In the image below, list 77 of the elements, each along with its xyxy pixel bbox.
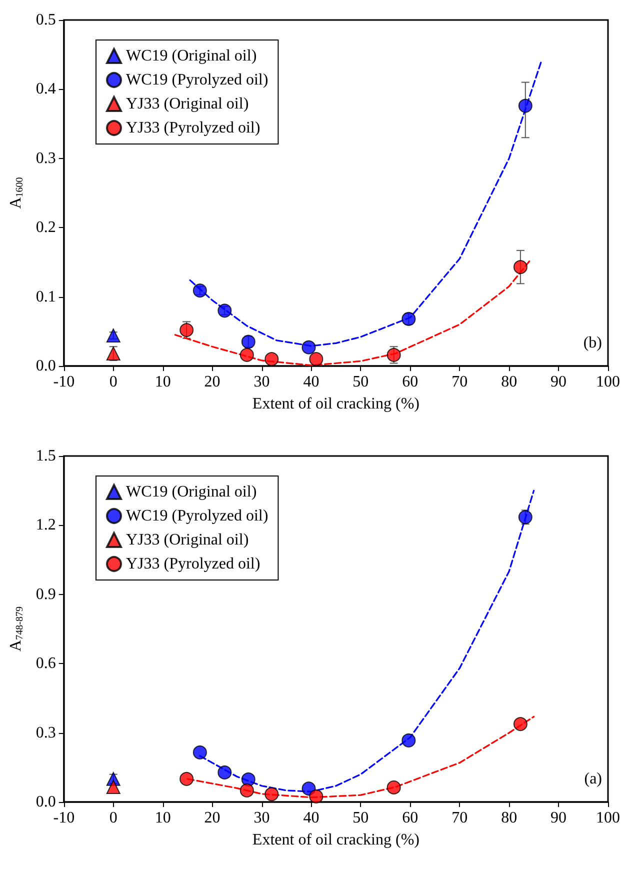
point: [309, 789, 324, 804]
legend-label: YJ33 (Pyrolyzed oil): [126, 556, 260, 572]
x-tick-label: 40: [303, 810, 320, 826]
y-tick-label: 0.0: [36, 358, 56, 374]
line-series: [174, 258, 532, 366]
x-tick-label: 30: [254, 810, 270, 826]
point: [264, 787, 279, 802]
x-tick-label: 0: [109, 374, 118, 390]
point: [106, 328, 120, 343]
x-tick-label: 90: [550, 810, 567, 826]
x-tick-label: 60: [402, 810, 418, 826]
y-tick-label: 0.6: [36, 655, 56, 672]
x-tick-label: 70: [452, 374, 468, 390]
point: [192, 284, 207, 298]
y-tick-label: 0.2: [36, 219, 56, 236]
x-tick-label: 10: [154, 810, 171, 826]
x-tick-label: 40: [303, 374, 320, 390]
y-tick-label: 0.5: [36, 12, 56, 28]
y-tick-label: 0.4: [36, 80, 56, 98]
x-tick-label: 20: [204, 374, 220, 390]
point: [180, 772, 194, 786]
point: [386, 780, 401, 794]
y-tick-label: 0.9: [36, 586, 56, 603]
point: [518, 510, 532, 524]
point: [513, 260, 528, 274]
x-tick-label: 50: [352, 374, 369, 390]
x-tick-label: 20: [204, 810, 220, 826]
legend-label: WC19 (Pyrolyzed oil): [126, 508, 268, 524]
x-tick-label: 60: [402, 374, 418, 390]
point: [402, 312, 416, 326]
point: [513, 717, 528, 732]
legend-label: YJ33 (Pyrolyzed oil): [126, 120, 260, 136]
point: [218, 304, 232, 318]
y-tick-label: 0.0: [36, 794, 56, 810]
point: [240, 348, 254, 362]
annotation: (b): [583, 334, 602, 352]
legend-label: WC19 (Original oil): [126, 484, 257, 500]
x-tick-label: 100: [596, 810, 620, 826]
annotation: (a): [584, 770, 602, 788]
y-tick-label: 1.2: [36, 516, 56, 534]
x-tick-label: 90: [550, 374, 567, 390]
y-axis-title: A748-879: [8, 606, 26, 652]
point: [218, 765, 232, 780]
x-tick-label: 0: [109, 810, 118, 826]
x-tick-label: 80: [501, 810, 518, 826]
y-tick-label: 0.1: [36, 288, 56, 306]
point: [309, 352, 324, 366]
y-tick-label: 0.3: [36, 150, 56, 167]
legend-label: WC19 (Pyrolyzed oil): [126, 72, 268, 88]
x-tick-label: 100: [596, 374, 620, 390]
point: [106, 780, 120, 794]
point: [402, 733, 416, 748]
point: [192, 745, 207, 760]
x-tick-label: 50: [352, 810, 369, 826]
x-tick-label: 70: [452, 810, 468, 826]
point: [302, 340, 316, 354]
y-tick-label: 0.3: [36, 724, 56, 742]
point: [241, 334, 256, 349]
x-tick-label: -10: [53, 810, 75, 826]
legend-label: YJ33 (Original oil): [126, 96, 249, 112]
y-axis-title: A1600: [8, 177, 26, 209]
x-axis-title: Extent of oil cracking (%): [252, 396, 420, 412]
y-tick-label: 1.5: [36, 448, 56, 464]
x-tick-label: 10: [154, 374, 171, 390]
point: [180, 323, 194, 338]
x-tick-label: -10: [53, 374, 75, 390]
point: [240, 783, 254, 798]
x-axis-title: Extent of oil cracking (%): [252, 832, 420, 848]
legend-label: WC19 (Original oil): [126, 48, 257, 64]
point: [241, 772, 256, 786]
x-tick-label: 80: [501, 374, 518, 390]
legend-label: YJ33 (Original oil): [126, 532, 249, 548]
point: [518, 98, 532, 113]
x-tick-label: 30: [254, 374, 270, 390]
point: [386, 348, 401, 362]
point: [106, 346, 120, 361]
point: [264, 352, 279, 366]
